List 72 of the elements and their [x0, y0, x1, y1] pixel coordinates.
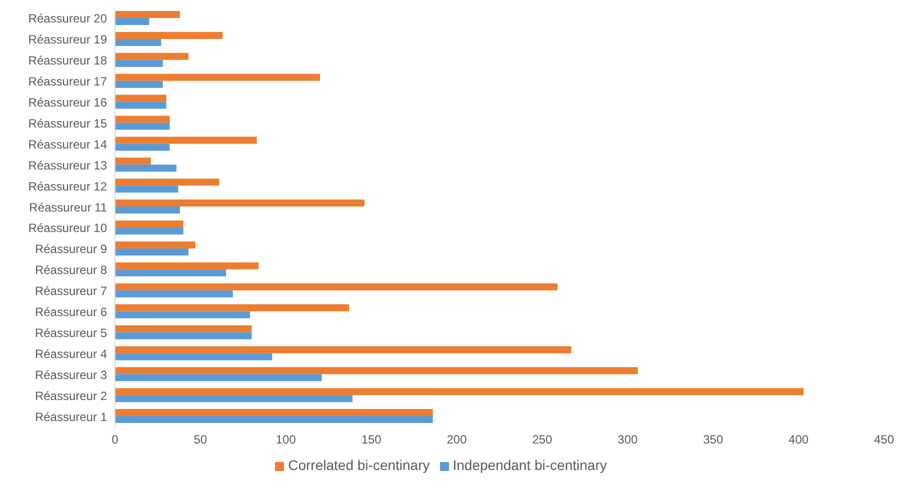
- bar: [115, 367, 638, 374]
- bar: [115, 262, 259, 270]
- bar: [115, 200, 364, 207]
- bar: [115, 144, 170, 151]
- bar: [115, 94, 166, 102]
- y-tick-label: Réassureur 13: [28, 158, 108, 172]
- bar: [115, 164, 177, 172]
- y-tick-label: Réassureur 3: [34, 368, 108, 382]
- bar: [115, 269, 226, 276]
- bar: [115, 241, 196, 248]
- y-tick-label: Réassureur 15: [28, 116, 108, 130]
- bar: [115, 220, 184, 228]
- x-tick-label: 100: [276, 432, 296, 447]
- bar: [115, 248, 188, 256]
- bar: [115, 158, 151, 165]
- y-tick-label: Réassureur 1: [34, 410, 108, 424]
- bar: [115, 178, 220, 186]
- y-tick-label: Réassureur 7: [34, 284, 108, 298]
- y-tick-label: Réassureur 2: [34, 388, 108, 403]
- x-tick-label: 200: [446, 432, 468, 447]
- y-tick-label: Réassureur 9: [34, 242, 108, 256]
- y-tick-label: Réassureur 18: [28, 54, 108, 68]
- y-tick-label: Réassureur 17: [28, 74, 108, 89]
- bar: [115, 409, 433, 416]
- legend-label: Correlated bi-centinary: [288, 457, 430, 473]
- bar: [115, 395, 353, 402]
- bar: [115, 290, 233, 298]
- bar: [115, 325, 252, 332]
- y-tick-label: Réassureur 11: [29, 200, 108, 214]
- x-tick-label: 50: [194, 432, 208, 447]
- y-tick-label: Réassureur 16: [28, 96, 108, 110]
- bar: [115, 311, 250, 318]
- bar: [115, 52, 188, 60]
- y-tick-label: Réassureur 4: [34, 346, 108, 361]
- bar: [115, 136, 257, 144]
- bar: [115, 116, 170, 123]
- bar: [115, 353, 272, 360]
- bar: [115, 74, 320, 81]
- y-tick-label: Réassureur 19: [28, 32, 108, 47]
- bar: [115, 206, 180, 214]
- bar: [115, 102, 166, 109]
- bar: [115, 32, 223, 39]
- bar: [115, 38, 162, 46]
- bar: [115, 374, 322, 382]
- x-tick-label: 250: [532, 432, 553, 447]
- y-tick-label: Réassureur 12: [28, 179, 108, 194]
- bar: [115, 304, 350, 312]
- bar: [115, 186, 178, 193]
- bar: [115, 416, 433, 424]
- legend-label: Independant bi-centinary: [452, 457, 607, 473]
- x-tick-label: 400: [788, 432, 809, 447]
- y-tick-label: Réassureur 20: [28, 12, 108, 26]
- y-tick-label: Réassureur 14: [28, 137, 108, 152]
- bar: [115, 122, 170, 130]
- bar: [115, 388, 804, 396]
- bar: [115, 346, 572, 354]
- bar: [115, 18, 150, 25]
- x-tick-label: 150: [361, 432, 382, 447]
- y-tick-label: Réassureur 5: [34, 326, 108, 340]
- x-tick-label: 350: [703, 432, 724, 447]
- bar: [115, 11, 180, 18]
- y-tick-label: Réassureur 10: [28, 221, 108, 236]
- x-tick-label: 0: [112, 432, 119, 447]
- y-tick-label: Réassureur 6: [34, 305, 108, 320]
- bar: [115, 60, 163, 67]
- x-tick-label: 450: [874, 432, 894, 447]
- bar: [115, 228, 184, 234]
- bar: [115, 332, 252, 340]
- bar: [115, 80, 163, 88]
- bar: [115, 283, 558, 290]
- y-tick-label: Réassureur 8: [34, 263, 108, 278]
- x-tick-label: 300: [618, 432, 638, 447]
